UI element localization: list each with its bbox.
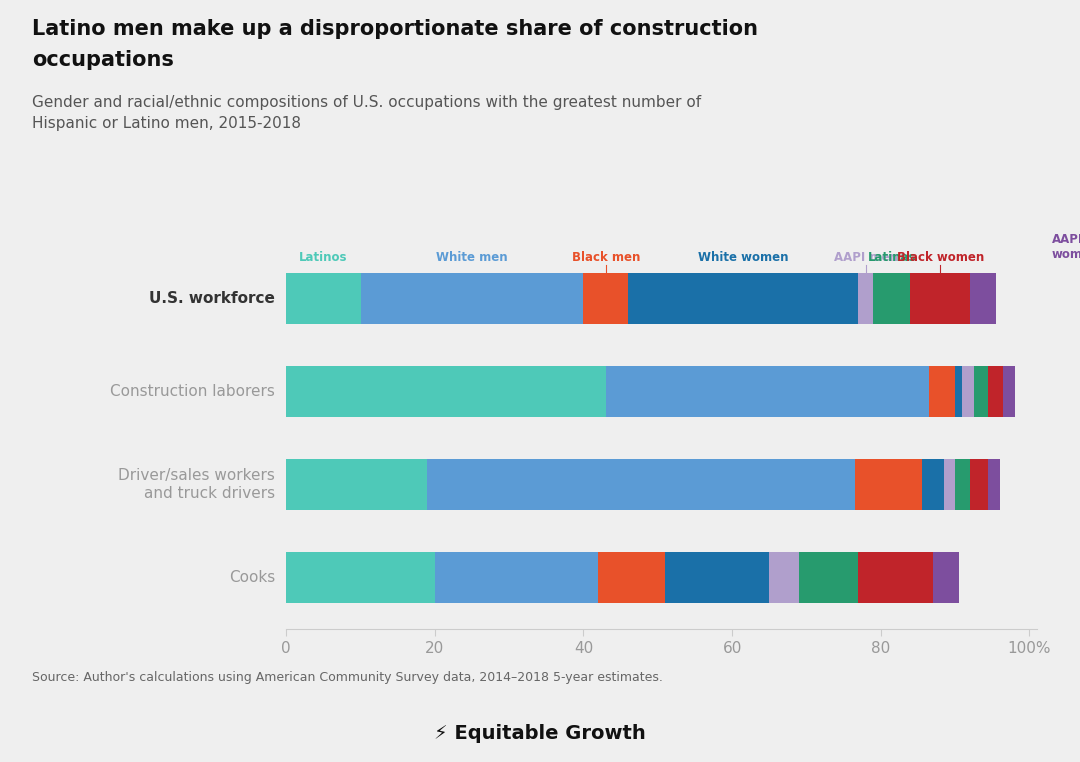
Bar (286, 552, 435, 603)
Bar (988, 366, 1003, 418)
Bar (955, 459, 970, 511)
Text: Black women: Black women (896, 251, 984, 264)
Bar (970, 274, 996, 325)
Bar (859, 552, 933, 603)
Bar (962, 366, 974, 418)
Bar (988, 459, 1000, 511)
Bar (799, 552, 859, 603)
Bar (361, 274, 583, 325)
Bar (606, 366, 929, 418)
Bar (435, 552, 598, 603)
Text: AAPI men: AAPI men (834, 251, 897, 264)
Text: Driver/sales workers
and truck drivers: Driver/sales workers and truck drivers (118, 469, 275, 501)
Bar (428, 459, 854, 511)
Text: Source: Author's calculations using American Community Survey data, 2014–2018 5-: Source: Author's calculations using Amer… (32, 671, 663, 684)
Text: Latino men make up a disproportionate share of construction: Latino men make up a disproportionate sh… (32, 19, 758, 39)
Text: Black men: Black men (571, 251, 640, 264)
Bar (929, 366, 955, 418)
Bar (583, 274, 629, 325)
Bar (974, 366, 988, 418)
Bar (955, 366, 962, 418)
Bar (859, 274, 874, 325)
Bar (1003, 366, 1014, 418)
Text: White women: White women (698, 251, 788, 264)
Text: White men: White men (436, 251, 508, 264)
Text: Construction laborers: Construction laborers (110, 384, 275, 399)
Bar (769, 552, 799, 603)
Text: ⚡ Equitable Growth: ⚡ Equitable Growth (434, 724, 646, 742)
Text: AAPI
women: AAPI women (1052, 233, 1080, 261)
Bar (286, 459, 428, 511)
Bar (598, 552, 665, 603)
Bar (933, 552, 959, 603)
Bar (874, 274, 910, 325)
Text: Cooks: Cooks (229, 570, 275, 585)
Text: occupations: occupations (32, 50, 174, 69)
Bar (910, 274, 970, 325)
Bar (970, 459, 988, 511)
Bar (921, 459, 944, 511)
Bar (944, 459, 955, 511)
Text: Latinos: Latinos (299, 251, 348, 264)
Text: U.S. workforce: U.S. workforce (149, 291, 275, 306)
Text: Gender and racial/ethnic compositions of U.S. occupations with the greatest numb: Gender and racial/ethnic compositions of… (32, 95, 702, 131)
Bar (854, 459, 921, 511)
Bar (665, 552, 769, 603)
Text: Latinas: Latinas (867, 251, 916, 264)
Bar (629, 274, 859, 325)
Bar (286, 274, 361, 325)
Bar (286, 366, 606, 418)
